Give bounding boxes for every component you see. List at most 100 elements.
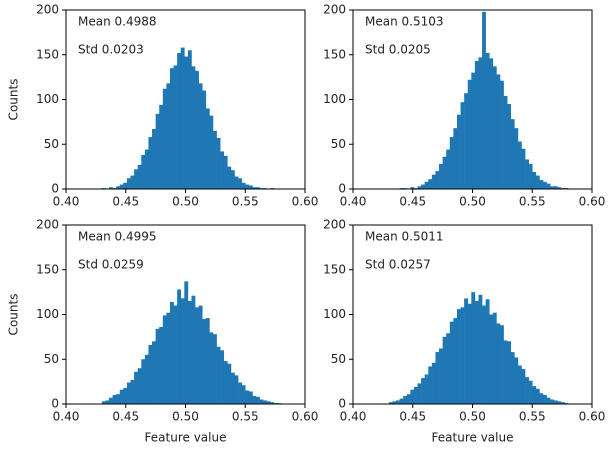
histogram-bar (220, 350, 225, 404)
histogram-bar (116, 394, 121, 404)
histogram-bar (410, 389, 415, 404)
y-tick-label: 0 (51, 182, 59, 196)
histogram-bar (134, 169, 138, 189)
histogram-bar (460, 102, 465, 189)
histogram-bar (546, 397, 551, 404)
histogram-bar (123, 387, 128, 404)
histogram-bar (557, 187, 562, 189)
histogram-bar (403, 395, 408, 404)
y-tick-label: 100 (36, 92, 59, 106)
histogram-bar (141, 154, 146, 189)
y-tick-label: 150 (36, 262, 59, 276)
y-tick-label: 50 (44, 137, 59, 151)
histogram-bar (467, 79, 472, 189)
histogram-bar (453, 128, 458, 189)
histogram-bar (543, 181, 547, 189)
histogram-bar (252, 187, 257, 189)
y-tick-label: 100 (323, 307, 346, 321)
y-tick-label: 200 (36, 218, 59, 232)
histogram-bar (471, 292, 476, 404)
y-tick-label: 0 (338, 397, 346, 411)
histogram-bar (428, 179, 433, 189)
histogram-bar (198, 305, 203, 404)
histogram-bar (202, 90, 207, 189)
histogram-bar (238, 178, 242, 189)
histogram-bar (234, 375, 239, 404)
histogram-bar (137, 368, 142, 404)
histogram-bar (496, 323, 501, 404)
x-tick-label: 0.55 (519, 195, 546, 209)
x-axis-label: Feature value (432, 431, 514, 445)
histogram-bar (245, 390, 250, 404)
histogram-bar (521, 148, 526, 189)
histogram-bar (241, 385, 246, 404)
y-tick-label: 0 (338, 182, 346, 196)
x-tick-label: 0.60 (292, 410, 319, 424)
histogram-bar (510, 119, 515, 189)
x-tick-label: 0.60 (292, 195, 319, 209)
histogram-bar (209, 115, 214, 189)
histogram-bar (514, 128, 519, 189)
histogram-bar (421, 184, 425, 189)
y-tick-label: 50 (331, 352, 346, 366)
histogram-bar (166, 312, 171, 404)
histogram-bar (202, 318, 207, 404)
histogram-bar (152, 129, 156, 189)
histogram-bar (109, 187, 113, 189)
histogram-bar (230, 372, 235, 404)
histogram-bar (256, 396, 260, 404)
histogram-bar (546, 183, 551, 189)
histogram-bar (417, 186, 422, 189)
histogram-bar (560, 402, 565, 404)
histogram-bar (449, 321, 454, 404)
x-tick-label: 0.50 (459, 195, 486, 209)
histogram-bar (446, 149, 451, 189)
histogram-bar (539, 180, 544, 189)
y-tick-label: 150 (323, 47, 346, 61)
histogram-bar (177, 289, 182, 404)
histogram-bar (155, 328, 160, 404)
histogram-bar (428, 366, 433, 404)
histogram-bar (241, 182, 246, 189)
histogram-bar (116, 186, 121, 189)
histogram-bar (431, 362, 436, 404)
histogram-bar (159, 327, 164, 404)
histogram-bar (252, 395, 257, 404)
histogram-bar (442, 156, 447, 189)
histogram-bar (399, 398, 404, 404)
histogram-bar (489, 314, 494, 404)
histogram-bar (119, 389, 124, 404)
x-tick-label: 0.40 (340, 410, 367, 424)
histogram-bar (187, 50, 192, 190)
histogram-bar (406, 394, 411, 404)
histogram-bar (485, 299, 490, 404)
histogram-bar (256, 187, 260, 189)
y-tick-label: 50 (331, 137, 346, 151)
histogram-bar (245, 184, 250, 189)
x-tick-label: 0.60 (579, 195, 606, 209)
histogram-bar (507, 103, 512, 189)
histogram-bar (184, 281, 189, 404)
histogram-bar (134, 371, 138, 404)
histogram-bar (535, 175, 540, 189)
x-tick-label: 0.55 (232, 195, 259, 209)
histogram-bar (184, 56, 189, 189)
y-tick-label: 200 (323, 218, 346, 232)
y-tick-label: 50 (44, 352, 59, 366)
histogram-bar (439, 348, 443, 404)
y-tick-label: 150 (323, 262, 346, 276)
histogram-bar (162, 88, 167, 189)
x-tick-label: 0.45 (399, 195, 426, 209)
histogram-bar (474, 301, 479, 404)
histogram-bar (525, 159, 529, 189)
histogram-bar (112, 395, 117, 404)
histogram-bar (449, 137, 454, 189)
y-tick-label: 200 (36, 3, 59, 17)
x-tick-label: 0.50 (172, 195, 199, 209)
y-tick-label: 0 (51, 397, 59, 411)
histogram-bar (543, 395, 547, 404)
annotation: Std 0.0205 (365, 43, 431, 57)
histogram-bar (101, 401, 106, 404)
histogram-bar (553, 186, 558, 189)
histogram-bar (177, 52, 182, 190)
